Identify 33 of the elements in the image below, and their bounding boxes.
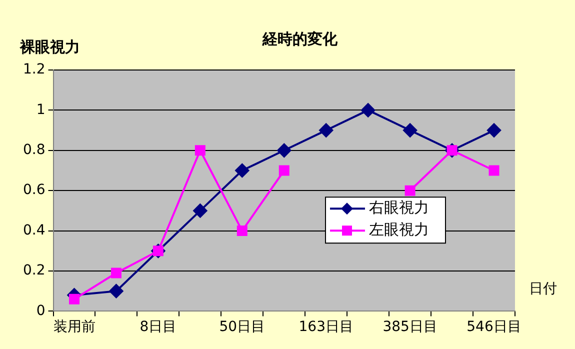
- point: [488, 165, 500, 176]
- point: [319, 123, 334, 138]
- y-axis-title: 裸眼視力: [19, 38, 80, 56]
- point: [403, 123, 418, 138]
- point: [278, 165, 290, 176]
- chart-title: 経時的変化: [262, 30, 338, 48]
- point: [236, 226, 248, 236]
- y-tick-label: 1: [36, 102, 46, 118]
- legend-label: 左眼視力: [369, 220, 429, 238]
- point: [361, 103, 376, 118]
- x-axis-title: 日付: [529, 280, 557, 297]
- point: [110, 268, 122, 278]
- x-tick-label: 50日目: [219, 319, 266, 336]
- y-tick-label: 0.2: [23, 262, 46, 279]
- x-tick-label: 546日目: [466, 319, 522, 336]
- point: [404, 185, 416, 196]
- point: [487, 123, 502, 138]
- x-tick-label: 装用前: [53, 319, 96, 336]
- x-tick-label: 385日目: [382, 319, 438, 336]
- point: [109, 284, 124, 298]
- y-tick-label: 0.6: [23, 182, 46, 198]
- x-tick-label: 163日目: [298, 319, 354, 336]
- point: [277, 143, 292, 158]
- legend-label: 右眼視力: [369, 198, 429, 216]
- point: [194, 145, 206, 156]
- x-tick-label: 8日目: [140, 319, 177, 336]
- y-tick-label: 0.4: [23, 222, 46, 238]
- point: [235, 164, 250, 178]
- y-tick-label: 0: [36, 302, 46, 319]
- y-tick-label: 0.8: [23, 142, 46, 158]
- y-tick-label: 1.2: [23, 62, 46, 78]
- point: [193, 204, 208, 218]
- point: [69, 294, 80, 304]
